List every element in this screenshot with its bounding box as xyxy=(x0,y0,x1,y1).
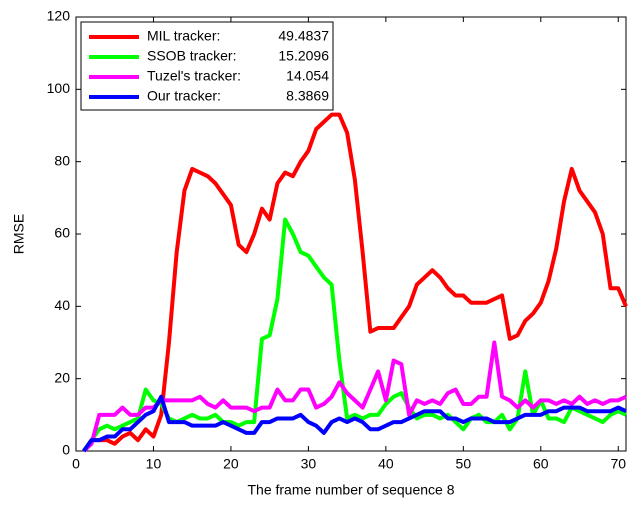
y-axis-label: RMSE xyxy=(11,214,27,254)
x-tick-label: 10 xyxy=(146,456,162,472)
y-tick-label: 20 xyxy=(54,369,70,385)
x-tick-label: 30 xyxy=(301,456,317,472)
series-line xyxy=(82,112,628,453)
series-line xyxy=(82,340,627,453)
legend-label: Tuzel's tracker: xyxy=(147,68,241,84)
y-tick-label: 40 xyxy=(54,297,70,313)
x-tick-label: 0 xyxy=(72,456,80,472)
y-tick-label: 80 xyxy=(54,152,70,168)
legend-label: MIL tracker: xyxy=(147,28,220,44)
x-tick-label: 20 xyxy=(223,456,239,472)
y-tick-label: 60 xyxy=(54,225,70,241)
legend-value: 8.3869 xyxy=(286,88,329,104)
x-tick-label: 60 xyxy=(533,456,549,472)
legend: MIL tracker: 49.4837 SSOB tracker: 15.2096 T… xyxy=(80,21,334,111)
x-tick-label: 70 xyxy=(610,456,626,472)
y-tick-label: 120 xyxy=(47,8,71,24)
y-tick-label: 0 xyxy=(62,442,70,458)
x-tick-label: 50 xyxy=(456,456,472,472)
legend-label: Our tracker: xyxy=(147,88,221,104)
legend-value: 49.4837 xyxy=(278,28,329,44)
series-line xyxy=(82,394,627,453)
x-axis-label: The frame number of sequence 8 xyxy=(247,482,454,498)
legend-value: 15.2096 xyxy=(278,48,329,64)
y-tick-label: 100 xyxy=(47,80,71,96)
legend-value: 14.054 xyxy=(286,68,329,84)
legend-label: SSOB tracker: xyxy=(147,48,236,64)
x-tick-label: 40 xyxy=(378,456,394,472)
